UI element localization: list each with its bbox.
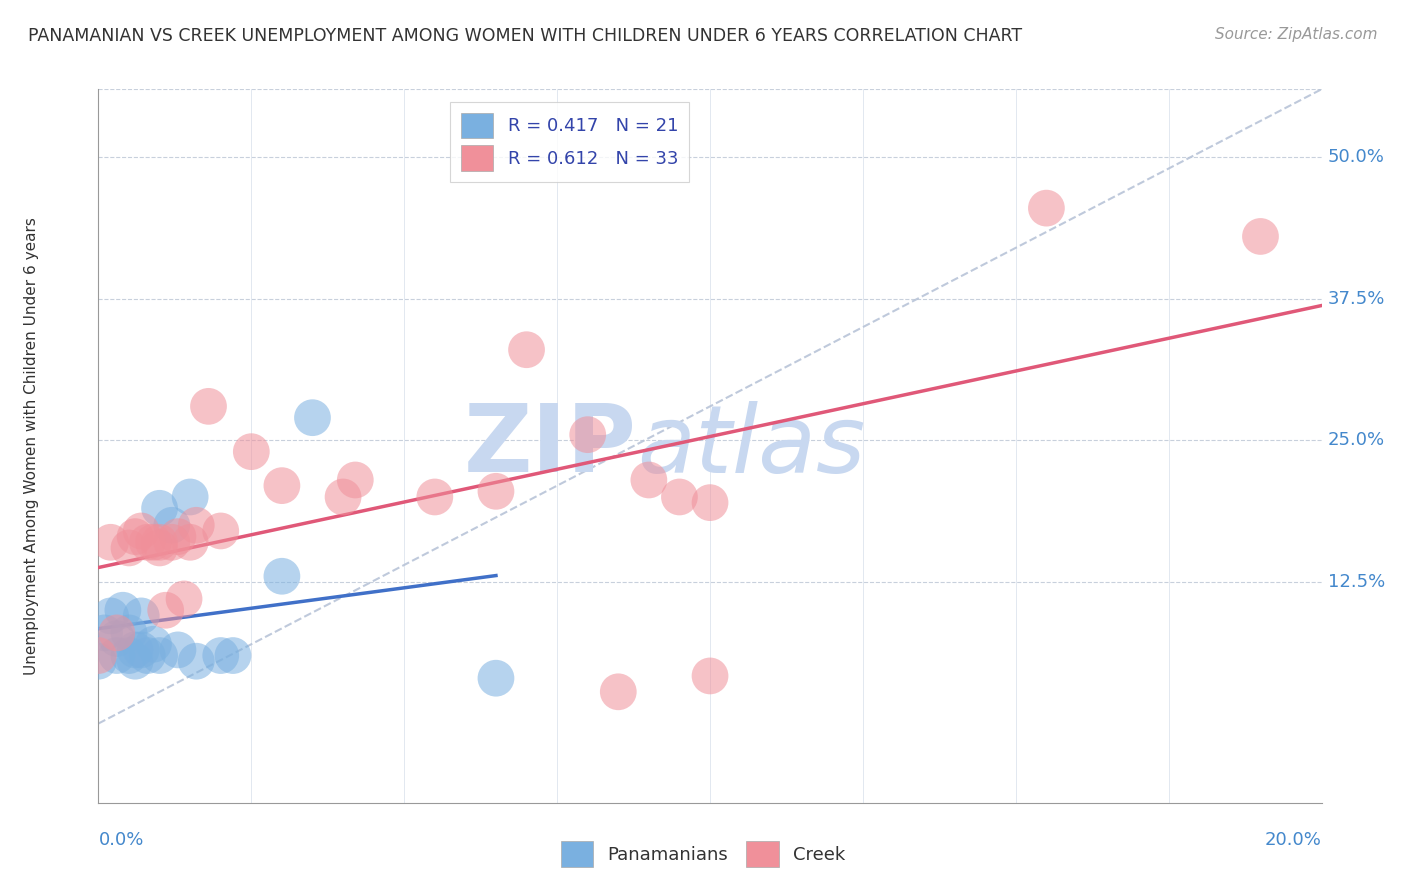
Legend: Panamanians, Creek: Panamanians, Creek <box>554 834 852 874</box>
Point <box>637 473 661 487</box>
Point <box>149 501 172 516</box>
Text: 50.0%: 50.0% <box>1327 148 1385 166</box>
Point <box>1035 201 1057 215</box>
Point <box>149 648 172 663</box>
Text: atlas: atlas <box>637 401 865 491</box>
Point <box>186 518 208 533</box>
Text: Source: ZipAtlas.com: Source: ZipAtlas.com <box>1215 27 1378 42</box>
Legend: R = 0.417   N = 21, R = 0.612   N = 33: R = 0.417 N = 21, R = 0.612 N = 33 <box>450 102 689 182</box>
Point <box>485 671 508 685</box>
Point <box>129 524 152 538</box>
Point <box>167 643 190 657</box>
Point <box>270 569 292 583</box>
Point <box>485 484 508 499</box>
Point <box>197 400 219 414</box>
Point <box>155 603 177 617</box>
Point <box>173 591 195 606</box>
Point <box>111 603 134 617</box>
Point <box>270 478 292 492</box>
Text: PANAMANIAN VS CREEK UNEMPLOYMENT AMONG WOMEN WITH CHILDREN UNDER 6 YEARS CORRELA: PANAMANIAN VS CREEK UNEMPLOYMENT AMONG W… <box>28 27 1022 45</box>
Point <box>136 535 159 549</box>
Point <box>100 535 122 549</box>
Point <box>87 654 110 668</box>
Point <box>87 648 110 663</box>
Point <box>136 648 159 663</box>
Point <box>668 490 690 504</box>
Point <box>124 654 146 668</box>
Point <box>209 524 232 538</box>
Point <box>699 495 721 509</box>
Point <box>301 410 323 425</box>
Point <box>607 685 630 699</box>
Point <box>516 343 538 357</box>
Point <box>93 626 115 640</box>
Point <box>222 648 245 663</box>
Point <box>118 648 141 663</box>
Point <box>1249 229 1271 244</box>
Point <box>100 608 122 623</box>
Point <box>179 490 201 504</box>
Point <box>344 473 367 487</box>
Point <box>124 643 146 657</box>
Point <box>160 535 183 549</box>
Point <box>129 608 152 623</box>
Point <box>209 648 232 663</box>
Point <box>332 490 354 504</box>
Point <box>160 518 183 533</box>
Point <box>186 654 208 668</box>
Text: ZIP: ZIP <box>464 400 637 492</box>
Point <box>423 490 446 504</box>
Point <box>118 626 141 640</box>
Point <box>118 541 141 555</box>
Point <box>699 669 721 683</box>
Point <box>129 643 152 657</box>
Point <box>124 530 146 544</box>
Text: Unemployment Among Women with Children Under 6 years: Unemployment Among Women with Children U… <box>24 217 38 675</box>
Point <box>240 444 263 458</box>
Point <box>167 530 190 544</box>
Point <box>142 535 165 549</box>
Text: 0.0%: 0.0% <box>98 831 143 849</box>
Point <box>142 637 165 651</box>
Text: 12.5%: 12.5% <box>1327 573 1385 591</box>
Text: 25.0%: 25.0% <box>1327 432 1385 450</box>
Point <box>149 541 172 555</box>
Point <box>149 535 172 549</box>
Point <box>576 427 599 442</box>
Point <box>179 535 201 549</box>
Point <box>105 648 128 663</box>
Text: 20.0%: 20.0% <box>1265 831 1322 849</box>
Text: 37.5%: 37.5% <box>1327 290 1385 308</box>
Point <box>105 626 128 640</box>
Point <box>105 632 128 646</box>
